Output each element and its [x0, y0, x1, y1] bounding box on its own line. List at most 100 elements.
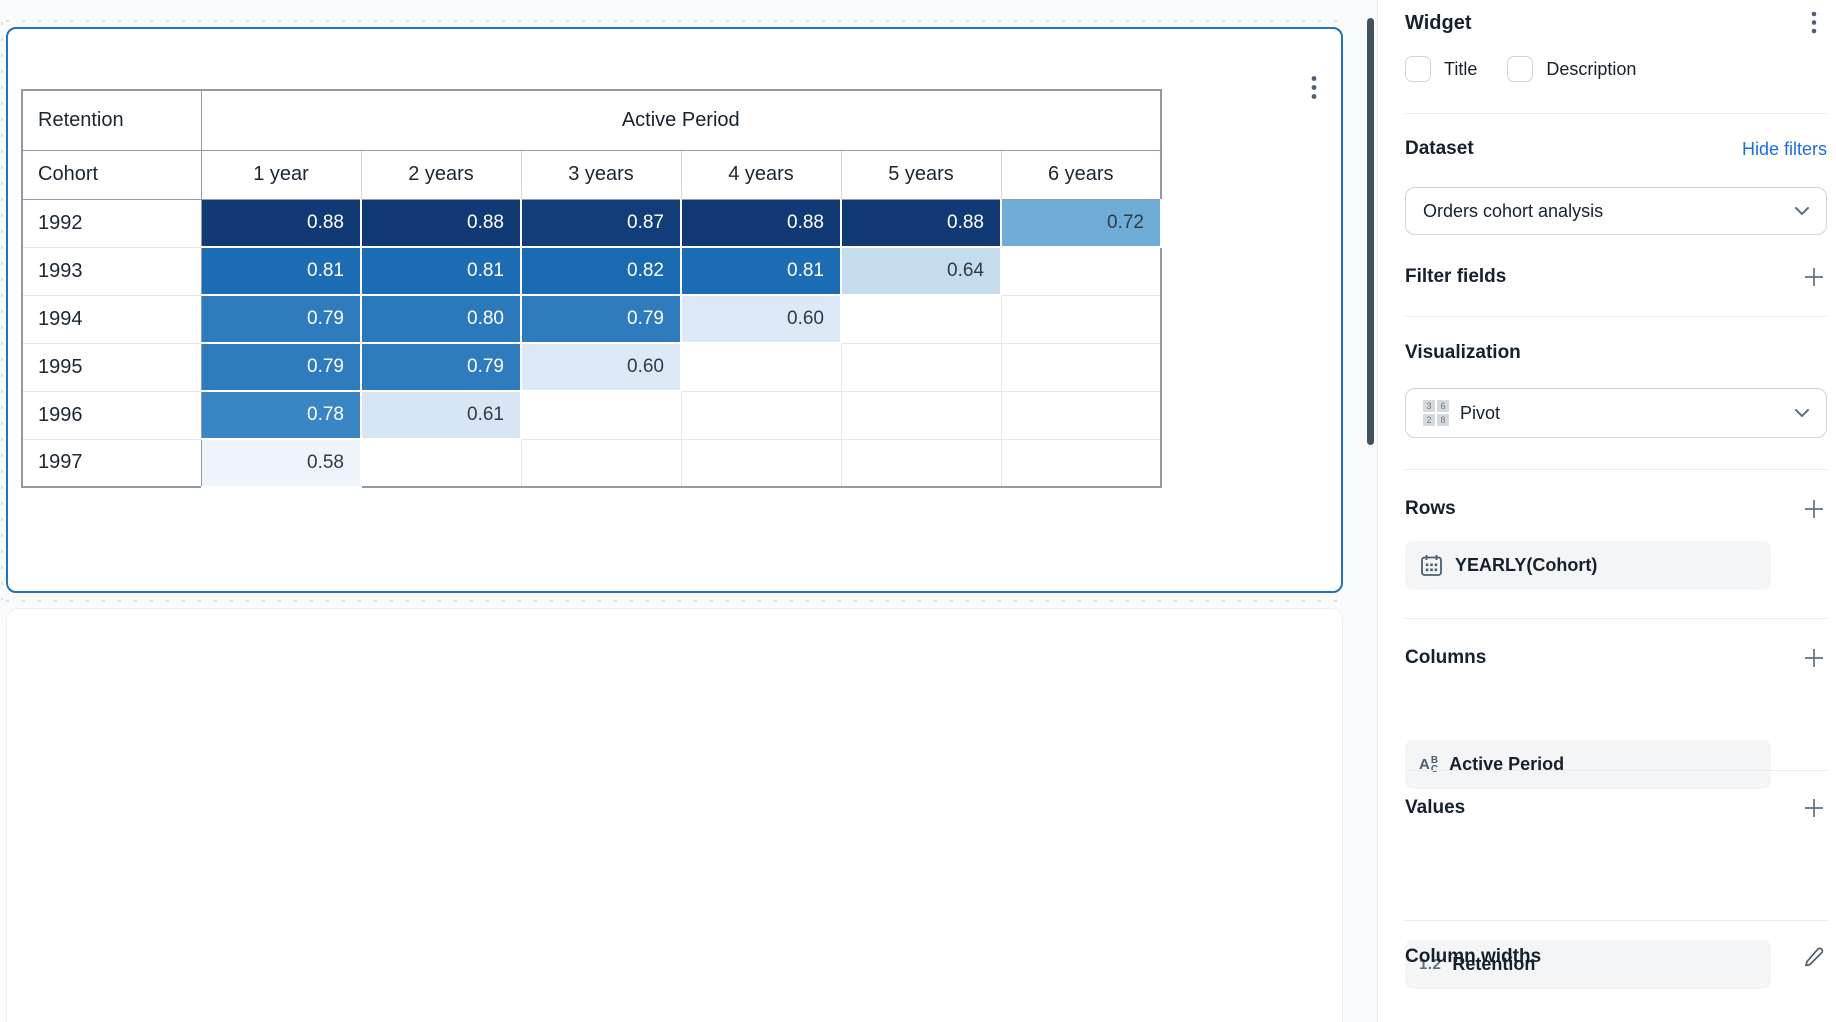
- pivot-cell[interactable]: 0.64: [841, 247, 1002, 296]
- panel-splitter-handle[interactable]: [1367, 18, 1374, 445]
- pivot-cell[interactable]: [1001, 439, 1162, 488]
- add-column-field-button[interactable]: [1801, 645, 1827, 671]
- title-checkbox-label: Title: [1444, 58, 1478, 79]
- pivot-row: 1994 0.79 0.80 0.79 0.60: [22, 295, 1162, 344]
- pivot-cell[interactable]: 0.58: [201, 439, 362, 488]
- pivot-cell[interactable]: 0.80: [361, 295, 522, 344]
- dataset-select[interactable]: Orders cohort analysis: [1405, 187, 1827, 235]
- pivot-cell[interactable]: [841, 391, 1002, 440]
- pivot-cell[interactable]: 0.88: [361, 199, 522, 248]
- values-field-label: Retention: [1452, 954, 1536, 974]
- pivot-col-header[interactable]: 1 year: [201, 150, 362, 200]
- pivot-row: 1997 0.58: [22, 439, 1162, 488]
- pivot-cell[interactable]: [1001, 247, 1162, 296]
- columns-field-label: Active Period: [1449, 754, 1565, 774]
- pivot-cell[interactable]: 0.79: [361, 343, 522, 392]
- rows-field-label: YEARLY(Cohort): [1455, 555, 1598, 575]
- edit-column-widths-button[interactable]: [1801, 944, 1827, 970]
- pivot-cell[interactable]: 0.82: [521, 247, 682, 296]
- values-field-item[interactable]: 1.2 Retention: [1405, 940, 1771, 989]
- pivot-col-header[interactable]: 4 years: [681, 150, 842, 200]
- pivot-cell[interactable]: [841, 439, 1002, 488]
- pivot-cell[interactable]: 0.88: [201, 199, 362, 248]
- pivot-cell[interactable]: 0.88: [681, 199, 842, 248]
- widget-menu-button[interactable]: [1301, 69, 1327, 107]
- pivot-row: 1996 0.78 0.61: [22, 391, 1162, 440]
- plus-icon: [1805, 500, 1823, 518]
- add-value-field-button[interactable]: [1801, 795, 1827, 821]
- grid-dots-bottom: [6, 600, 1344, 602]
- pivot-cell[interactable]: 0.81: [361, 247, 522, 296]
- pivot-col-header[interactable]: 6 years: [1001, 150, 1161, 200]
- kebab-menu-icon: [1811, 11, 1817, 34]
- sidebar-menu-button[interactable]: [1801, 10, 1827, 36]
- divider: [1405, 469, 1827, 470]
- pivot-cell[interactable]: [841, 343, 1002, 392]
- divider: [1405, 618, 1827, 619]
- divider: [1405, 770, 1827, 771]
- pivot-row-label[interactable]: 1992: [22, 199, 202, 248]
- pivot-row-label[interactable]: 1995: [22, 343, 202, 392]
- pivot-cell[interactable]: [681, 343, 842, 392]
- plus-icon: [1805, 268, 1823, 286]
- pivot-cell[interactable]: 0.87: [521, 199, 682, 248]
- pivot-cell[interactable]: 0.78: [201, 391, 362, 440]
- pivot-cell[interactable]: 0.81: [201, 247, 362, 296]
- pivot-cell[interactable]: 0.60: [521, 343, 682, 392]
- pivot-cell[interactable]: [521, 439, 682, 488]
- pivot-widget-card[interactable]: Retention Active Period Cohort 1 year 2 y…: [6, 27, 1343, 593]
- pencil-icon: [1805, 947, 1824, 967]
- pivot-cell[interactable]: 0.60: [681, 295, 842, 344]
- description-checkbox[interactable]: [1507, 56, 1534, 82]
- pivot-col-header[interactable]: 5 years: [841, 150, 1002, 200]
- pivot-cell[interactable]: 0.72: [1001, 199, 1162, 248]
- pivot-col-headers: Cohort 1 year 2 years 3 years 4 years 5 year…: [22, 150, 1161, 200]
- pivot-table: Retention Active Period Cohort 1 year 2 y…: [21, 89, 1162, 488]
- pivot-cell[interactable]: 0.79: [201, 343, 362, 392]
- pivot-row: 1993 0.81 0.81 0.82 0.81 0.64: [22, 247, 1162, 296]
- divider: [1405, 316, 1827, 317]
- rows-field-item[interactable]: YEARLY(Cohort): [1405, 541, 1771, 590]
- hide-filters-link[interactable]: Hide filters: [1741, 138, 1827, 159]
- pivot-row-label[interactable]: 1996: [22, 391, 202, 440]
- pivot-row-label[interactable]: 1993: [22, 247, 202, 296]
- title-checkbox[interactable]: [1405, 56, 1431, 82]
- pivot-row-dimension-label: Cohort: [22, 150, 202, 200]
- pivot-row: 1992 0.88 0.88 0.87 0.88 0.88 0.72: [22, 199, 1162, 248]
- pivot-cell[interactable]: [1001, 343, 1162, 392]
- pivot-col-header[interactable]: 2 years: [361, 150, 522, 200]
- widget-card-below[interactable]: [6, 608, 1343, 1022]
- calendar-icon: [1421, 555, 1442, 576]
- pivot-cell[interactable]: 0.88: [841, 199, 1002, 248]
- pivot-measure-label: Retention: [22, 90, 202, 151]
- divider: [1405, 920, 1827, 921]
- pivot-row-label[interactable]: 1994: [22, 295, 202, 344]
- pivot-cell[interactable]: [1001, 391, 1162, 440]
- pivot-col-header[interactable]: 3 years: [521, 150, 682, 200]
- number-field-icon: 1.2: [1419, 956, 1442, 973]
- widget-settings-sidebar: Widget Title Description Dataset Hide fi…: [1377, 0, 1836, 1022]
- column-widths-heading: Column widths: [1405, 946, 1542, 967]
- pivot-cell[interactable]: [681, 391, 842, 440]
- add-row-field-button[interactable]: [1801, 496, 1827, 522]
- pivot-cell[interactable]: 0.61: [361, 391, 522, 440]
- pivot-row-label[interactable]: 1997: [22, 439, 202, 488]
- dataset-heading: Dataset: [1405, 138, 1474, 159]
- pivot-cell[interactable]: 0.79: [201, 295, 362, 344]
- pivot-cell[interactable]: [841, 295, 1002, 344]
- add-filter-field-button[interactable]: [1801, 264, 1827, 290]
- pivot-cell[interactable]: 0.79: [521, 295, 682, 344]
- columns-heading: Columns: [1405, 647, 1487, 668]
- description-checkbox-label: Description: [1546, 58, 1637, 79]
- filter-fields-heading: Filter fields: [1405, 266, 1507, 287]
- pivot-column-group-label: Active Period: [201, 90, 1161, 151]
- pivot-cell[interactable]: [521, 391, 682, 440]
- pivot-cell[interactable]: [681, 439, 842, 488]
- pivot-cell[interactable]: [1001, 295, 1162, 344]
- pivot-cell[interactable]: 0.81: [681, 247, 842, 296]
- pivot-cell[interactable]: [361, 439, 522, 488]
